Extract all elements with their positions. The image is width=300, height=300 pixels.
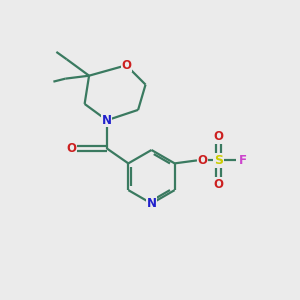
Text: S: S: [214, 154, 223, 167]
Text: O: O: [213, 130, 223, 143]
Text: O: O: [121, 59, 131, 72]
Text: N: N: [146, 197, 157, 210]
Text: N: N: [102, 114, 112, 127]
Text: F: F: [239, 154, 247, 167]
Text: O: O: [213, 178, 223, 191]
Text: O: O: [67, 142, 77, 155]
Text: O: O: [197, 154, 207, 167]
